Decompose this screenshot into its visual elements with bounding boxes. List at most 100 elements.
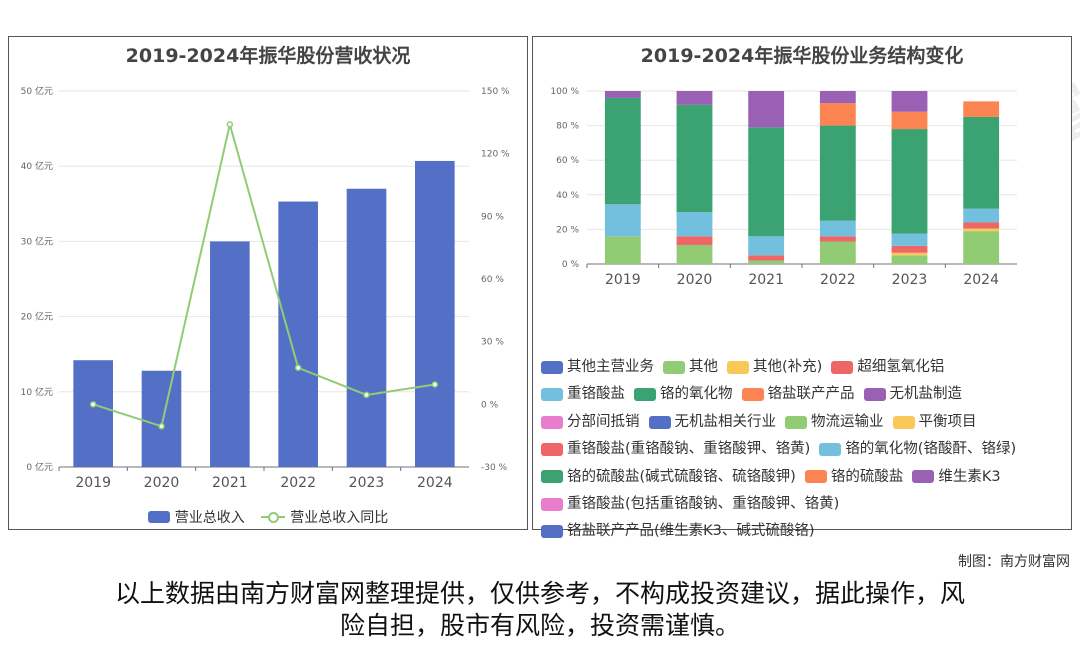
stack-segment xyxy=(748,260,785,264)
revenue-bar xyxy=(141,370,182,467)
stack-segment xyxy=(676,212,713,237)
legend-label: 铬的硫酸盐(碱式硫酸铬、硫铬酸钾) xyxy=(567,468,796,485)
structure-chart-title: 2019-2024年振华股份业务结构变化 xyxy=(640,45,964,67)
stack-segment xyxy=(676,244,713,264)
legend-label: 维生素K3 xyxy=(938,468,1001,485)
legend-item[interactable]: 无机盐相关行业 xyxy=(648,410,777,435)
legend-label: 超细氢氧化铝 xyxy=(857,359,945,375)
revenue-chart: 0 亿元 10 亿元 20 亿元 30 亿元 40 亿元 50 亿元 -30 % 0 % 30 … xyxy=(21,85,510,491)
stack-segment xyxy=(819,236,856,242)
legend-item[interactable]: 其他主营业务 xyxy=(541,355,654,380)
legend-row: 铬盐联产产品(维生素K3、碱式硫酸铬) xyxy=(541,519,1071,546)
x-tick-label: 2023 xyxy=(349,475,385,491)
legend-item[interactable]: 铬的硫酸盐(碱式硫酸铬、硫铬酸钾) xyxy=(541,465,796,490)
revenue-chart-legend: 营业总收入 营业总收入同比 xyxy=(9,507,527,527)
revenue-bar xyxy=(278,201,318,467)
legend-item-yoy[interactable]: 营业总收入同比 xyxy=(261,507,388,527)
legend-item[interactable]: 铬盐联产产品(维生素K3、碱式硫酸铬) xyxy=(541,519,815,544)
legend-label: 重铬酸盐(重铬酸钠、重铬酸钾、铬黄) xyxy=(567,441,811,458)
revenue-bar xyxy=(415,160,455,467)
legend-label: 铬的氧化物(铬酸酐、铬绿) xyxy=(845,441,1017,458)
legend-item[interactable]: 维生素K3 xyxy=(912,465,1001,490)
yoy-point xyxy=(226,121,234,128)
legend-label: 物流运输业 xyxy=(811,413,884,430)
legend-label: 无机盐相关行业 xyxy=(674,413,777,430)
legend-item[interactable]: 铬的硫酸盐 xyxy=(804,465,904,490)
stack-segment xyxy=(604,236,641,264)
y-tick-label: 20 % xyxy=(556,225,579,235)
stack-segment xyxy=(748,91,785,128)
y-tick-label: 100 % xyxy=(550,87,579,97)
stack-segment xyxy=(819,103,856,126)
x-tick-label: 2021 xyxy=(748,272,784,288)
legend-label: 铬盐联产产品 xyxy=(767,386,855,403)
legend-swatch-line xyxy=(261,511,286,523)
legend-label: 其他(补充) xyxy=(753,359,823,375)
legend-label: 分部间抵销 xyxy=(567,413,640,430)
stack-segment xyxy=(891,111,928,130)
x-tick-label: 2019 xyxy=(75,475,111,491)
stack-segment xyxy=(963,222,1000,229)
x-tick-label: 2020 xyxy=(144,475,180,491)
y2-tick-label: 0 % xyxy=(481,400,499,410)
legend-item-revenue[interactable]: 营业总收入 xyxy=(147,507,245,527)
stack-segment xyxy=(819,125,856,221)
legend-item[interactable]: 物流运输业 xyxy=(785,410,884,435)
legend-item[interactable]: 重铬酸盐(包括重铬酸钠、重铬酸钾、铬黄) xyxy=(541,492,839,517)
y-tick-label: 50 亿元 xyxy=(21,85,53,97)
legend-item[interactable]: 铬的氧化物(铬酸酐、铬绿) xyxy=(819,437,1016,462)
legend-swatch xyxy=(785,415,807,429)
legend-label: 铬的硫酸盐 xyxy=(830,468,904,485)
legend-swatch-bar xyxy=(147,511,170,523)
stack-segment xyxy=(819,220,856,237)
legend-item[interactable]: 铬盐联产产品 xyxy=(741,382,855,407)
stack-segment xyxy=(891,245,928,253)
x-tick-label: 2022 xyxy=(280,475,316,491)
legend-swatch xyxy=(541,470,563,484)
x-tick-label: 2021 xyxy=(212,475,248,491)
y-tick-label: 80 % xyxy=(556,122,579,132)
revenue-bar xyxy=(73,360,113,467)
legend-label: 重铬酸盐(包括重铬酸钠、重铬酸钾、铬黄) xyxy=(567,495,840,512)
legend-item[interactable]: 无机盐制造 xyxy=(863,382,962,407)
legend-swatch xyxy=(541,415,563,429)
legend-item[interactable]: 超细氢氧化铝 xyxy=(831,355,944,380)
yoy-point xyxy=(158,423,165,430)
legend-row: 分部间抵销 无机盐相关行业 物流运输业 平衡项目 xyxy=(541,410,1071,437)
legend-row: 铬的硫酸盐(碱式硫酸铬、硫铬酸钾) 铬的硫酸盐 维生素K3 xyxy=(541,465,1071,492)
stack-segment xyxy=(963,208,1000,223)
legend-swatch xyxy=(634,388,656,402)
legend-swatch xyxy=(541,388,563,402)
y2-tick-label: -30 % xyxy=(481,463,508,473)
stack-segment xyxy=(604,204,641,237)
x-tick-label: 2024 xyxy=(417,475,453,491)
legend-swatch xyxy=(863,388,886,402)
legend-label: 其他主营业务 xyxy=(567,359,654,375)
revenue-chart-panel: 2019-2024年振华股份营收状况 0 亿元 10 亿元 20 亿元 30 亿元 40… xyxy=(8,36,528,530)
legend-item[interactable]: 平衡项目 xyxy=(892,410,977,435)
legend-item[interactable]: 重铬酸盐 xyxy=(541,382,625,407)
legend-label: 铬的氧化物 xyxy=(660,386,733,403)
y2-tick-label: 150 % xyxy=(481,87,510,97)
legend-item[interactable]: 分部间抵销 xyxy=(541,410,640,435)
legend-item[interactable]: 其他 xyxy=(663,355,718,380)
stack-segment xyxy=(891,252,928,256)
yoy-line xyxy=(92,124,435,428)
legend-swatch xyxy=(541,525,563,539)
revenue-bar xyxy=(210,241,250,467)
legend-item[interactable]: 重铬酸盐(重铬酸钠、重铬酸钾、铬黄) xyxy=(541,437,810,462)
legend-swatch xyxy=(804,470,827,484)
stack-segment xyxy=(819,91,856,104)
stack-segment xyxy=(604,97,641,205)
legend-swatch xyxy=(541,360,563,374)
legend-item[interactable]: 其他(补充) xyxy=(727,355,822,380)
legend-label: 其他 xyxy=(689,359,718,375)
yoy-point xyxy=(363,391,370,399)
x-tick-label: 2024 xyxy=(963,272,999,288)
stack-segment xyxy=(748,127,785,237)
yoy-point xyxy=(294,364,302,372)
stack-segment xyxy=(891,129,928,234)
legend-item[interactable]: 铬的氧化物 xyxy=(634,382,733,407)
stack-segment xyxy=(748,255,785,261)
y2-tick-label: 60 % xyxy=(481,275,504,285)
